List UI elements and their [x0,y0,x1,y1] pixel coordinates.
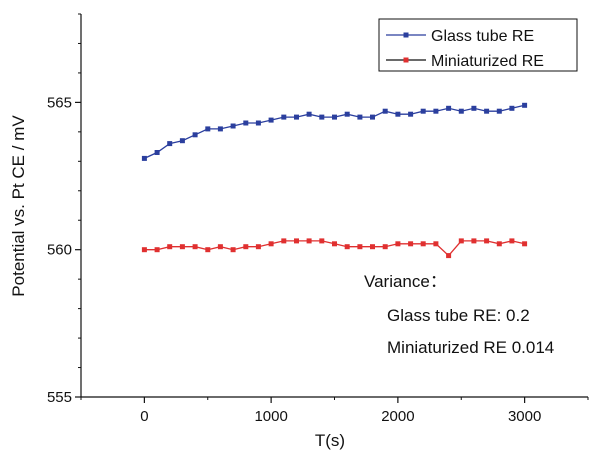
series-layer [141,102,528,259]
data-point [255,244,261,250]
data-point [205,247,211,253]
data-point [408,241,414,247]
data-point [420,241,426,247]
data-point [141,155,147,161]
legend-label-glass-tube: Glass tube RE [431,28,534,45]
data-point [154,247,160,253]
data-point [344,111,350,117]
legend-marker-miniaturized [403,57,409,63]
y-tick-label: 555 [47,389,72,406]
legend: Glass tube RE Miniaturized RE [378,18,578,72]
minor-ticks [78,13,589,400]
series-0 [141,102,528,161]
data-point [230,123,236,129]
data-point [332,114,337,120]
variance-heading: Variance： [364,272,447,291]
x-ticks: 0 1000 2000 3000 [140,397,541,425]
data-point [205,126,211,132]
data-point [522,241,528,247]
data-point [357,244,363,250]
data-point [395,111,401,117]
data-point [446,253,452,259]
data-point [395,241,401,247]
data-point [268,117,274,123]
data-point [268,241,274,247]
data-point [217,126,223,132]
variance-miniaturized: Miniaturized RE 0.014 [387,338,554,357]
data-point [509,105,515,111]
x-tick-label: 1000 [254,408,287,425]
data-point [446,105,452,111]
data-point [294,238,299,244]
data-point [344,244,350,250]
data-point [496,108,502,114]
data-point [522,102,528,108]
data-point [370,114,375,120]
y-axis-title: Potential vs. Pt CE / mV [9,115,28,297]
variance-glass-tube: Glass tube RE: 0.2 [387,306,530,325]
series-1 [141,238,528,259]
data-point [306,238,312,244]
data-point [458,108,464,114]
data-point [255,120,261,126]
data-point [433,241,439,247]
variance-annotation: Variance： Glass tube RE: 0.2 Miniaturize… [364,272,554,357]
data-point [471,238,477,244]
data-point [192,244,198,250]
y-tick-label: 560 [47,242,72,259]
data-point [154,150,160,155]
data-point [281,114,287,120]
data-point [382,108,388,114]
data-point [243,244,249,250]
data-point [167,244,173,250]
data-point [179,138,185,144]
data-point [433,108,439,114]
data-point [420,108,426,114]
data-point [217,244,223,250]
data-point [458,238,464,244]
data-point [382,244,388,250]
data-point [281,238,287,244]
data-point [192,132,198,138]
legend-label-miniaturized: Miniaturized RE [431,53,544,70]
data-point [484,108,490,114]
data-point [319,238,325,244]
x-tick-label: 0 [140,408,148,425]
data-point [319,114,325,120]
data-point [471,105,477,111]
data-point [509,238,515,244]
data-point [484,238,490,244]
data-point [306,111,312,117]
data-point [408,111,414,117]
data-point [167,141,173,147]
legend-box [378,18,578,72]
y-ticks: 555 560 565 [47,94,81,406]
x-axis-title: T(s) [315,431,345,450]
legend-marker-glass-tube [403,32,409,38]
x-tick-label: 3000 [508,408,541,425]
data-point [179,244,185,250]
y-tick-label: 565 [47,94,72,111]
x-tick-label: 2000 [381,408,414,425]
data-point [294,114,299,120]
series-line [144,104,525,159]
data-point [332,241,337,247]
data-point [141,247,147,253]
data-point [243,120,249,126]
data-point [496,241,502,247]
data-point [357,114,363,120]
data-point [230,247,236,253]
data-point [370,244,375,250]
